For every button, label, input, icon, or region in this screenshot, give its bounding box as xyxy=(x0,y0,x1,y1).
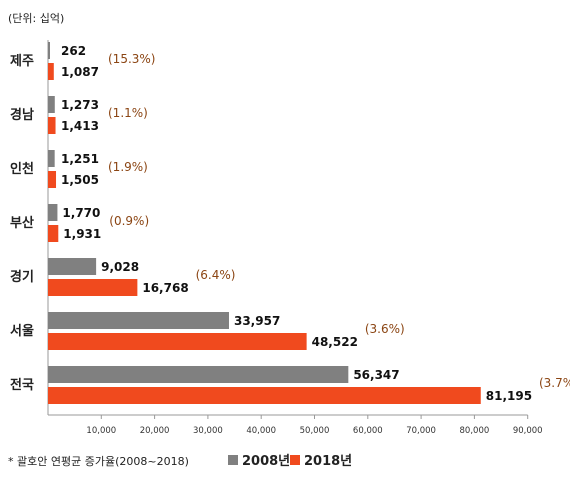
value-label-2008: 262 xyxy=(61,44,86,58)
growth-rate-label: (15.3%) xyxy=(108,52,155,66)
x-tick-label: 50,000 xyxy=(300,426,330,436)
bar-2018 xyxy=(48,333,307,350)
x-tick-label: 60,000 xyxy=(353,426,383,436)
unit-label: (단위: 십억) xyxy=(8,12,64,25)
legend-label-2018: 2018년 xyxy=(304,454,352,469)
legend-label-2008: 2008년 xyxy=(242,454,290,469)
bar-2008 xyxy=(48,366,349,383)
bar-2008 xyxy=(48,204,58,221)
value-label-2008: 1,273 xyxy=(61,98,99,112)
category-label: 부산 xyxy=(10,215,34,231)
x-tick-label: 20,000 xyxy=(140,426,170,436)
bar-2018 xyxy=(48,117,56,134)
bar-2008 xyxy=(48,258,97,275)
value-label-2008: 33,957 xyxy=(234,314,280,328)
value-label-2008: 56,347 xyxy=(353,368,399,382)
category-label: 인천 xyxy=(10,161,34,177)
category-label: 제주 xyxy=(10,54,34,69)
category-label: 경기 xyxy=(10,269,34,285)
x-tick-label: 30,000 xyxy=(193,426,223,436)
x-tick-label: 10,000 xyxy=(86,426,116,436)
bar-2008 xyxy=(48,312,229,329)
growth-rate-label: (3.6%) xyxy=(365,322,405,336)
value-label-2018: 1,931 xyxy=(63,227,101,241)
bar-2018 xyxy=(48,279,138,296)
x-tick-label: 90,000 xyxy=(513,426,543,436)
value-label-2008: 1,251 xyxy=(61,152,99,166)
footnote: * 괄호안 연평균 증가율(2008~2018) xyxy=(8,455,189,468)
growth-rate-label: (3.7%) xyxy=(539,376,570,390)
bar-2018 xyxy=(48,63,54,80)
bar-2018 xyxy=(48,387,481,404)
value-label-2018: 16,768 xyxy=(142,281,188,295)
bar-2018 xyxy=(48,225,59,242)
value-label-2008: 9,028 xyxy=(101,260,139,274)
x-tick-label: 80,000 xyxy=(460,426,490,436)
category-label: 서울 xyxy=(10,323,34,339)
value-label-2008: 1,770 xyxy=(62,206,100,220)
category-label: 전국 xyxy=(10,377,34,393)
value-label-2018: 81,195 xyxy=(486,389,532,403)
x-tick-label: 40,000 xyxy=(246,426,276,436)
legend-swatch-2018 xyxy=(290,455,300,465)
bar-2008 xyxy=(48,150,55,167)
bar-2008 xyxy=(48,42,50,59)
legend-swatch-2008 xyxy=(228,455,238,465)
growth-rate-label: (1.1%) xyxy=(108,106,148,120)
value-label-2018: 1,413 xyxy=(61,119,99,133)
legend: 2008년 2018년 xyxy=(228,454,352,469)
value-label-2018: 48,522 xyxy=(312,335,358,349)
growth-rate-label: (6.4%) xyxy=(196,268,236,282)
bar-2008 xyxy=(48,96,55,113)
value-label-2018: 1,087 xyxy=(61,65,99,79)
growth-rate-label: (0.9%) xyxy=(109,214,149,228)
growth-rate-label: (1.9%) xyxy=(108,160,148,174)
bar-2018 xyxy=(48,171,57,188)
x-tick-label: 70,000 xyxy=(406,426,436,436)
value-label-2018: 1,505 xyxy=(61,173,99,187)
category-label: 경남 xyxy=(10,107,34,123)
